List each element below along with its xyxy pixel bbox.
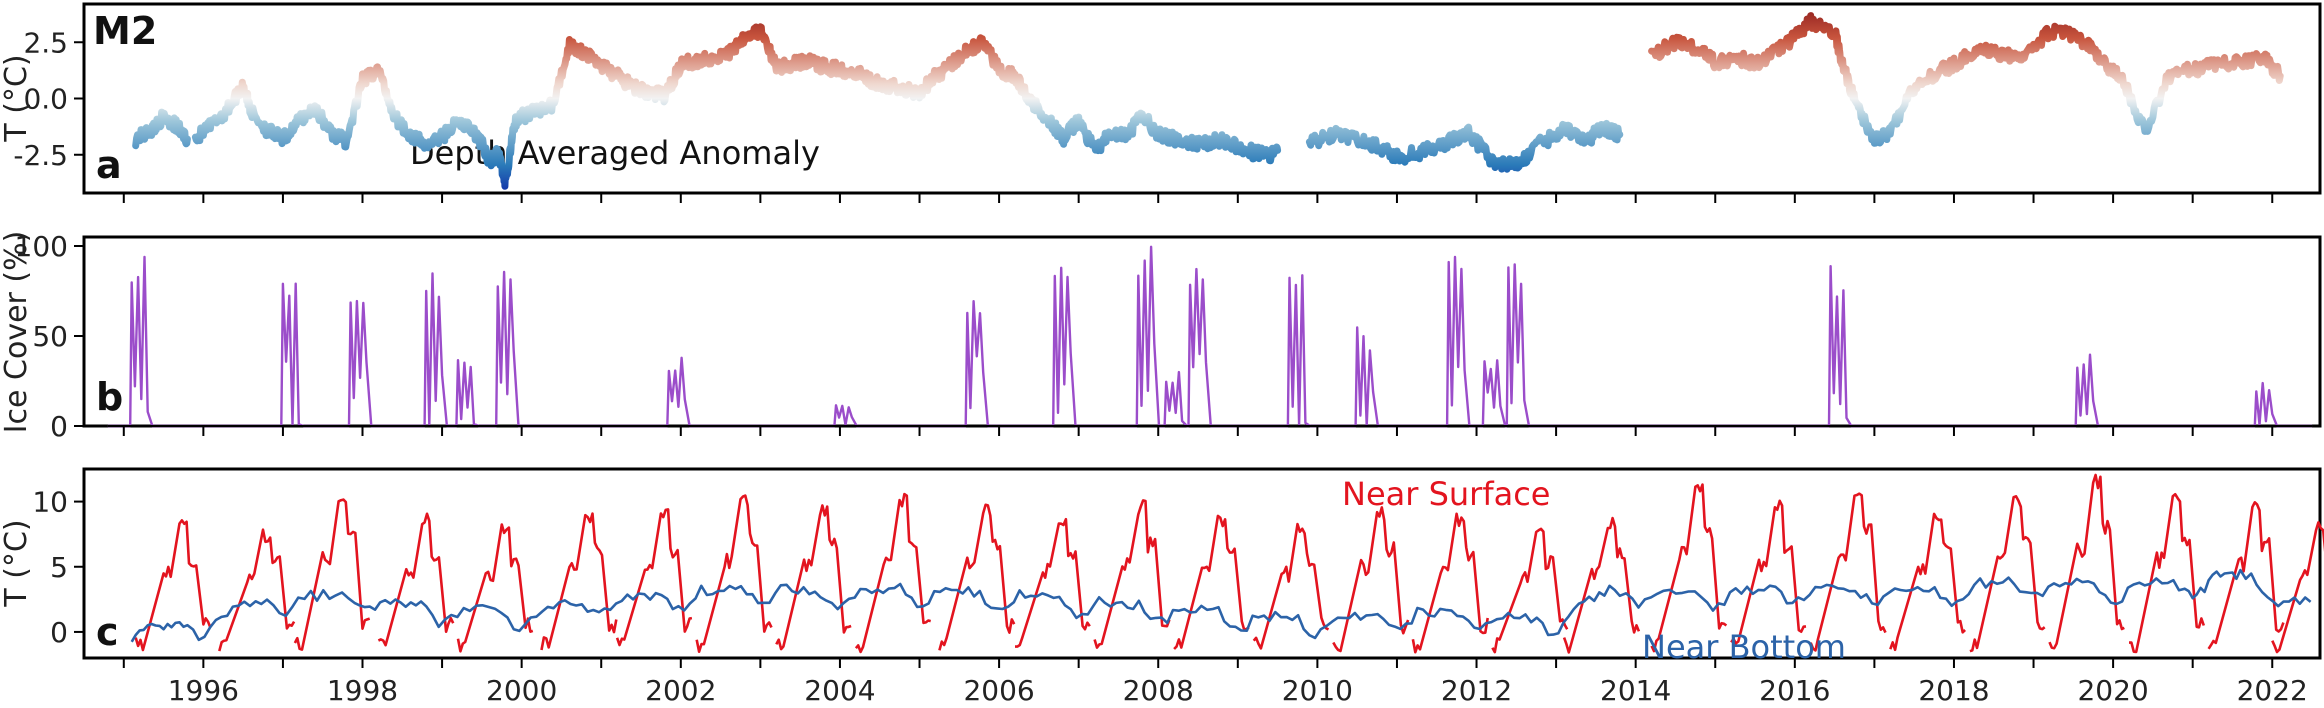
y-tick-label: 50 xyxy=(32,320,68,353)
panel-b-frame xyxy=(82,235,2322,428)
panel-a-y-ticks: 2.5 0.0 -2.5 xyxy=(13,26,84,172)
panel-b-letter: b xyxy=(96,375,123,419)
x-axis: 1996 1998 2000 2002 2004 2006 2008 2010 2012 2014… xyxy=(122,193,2308,707)
near-bottom-series xyxy=(130,568,2312,643)
near-surface-label: Near Surface xyxy=(1342,475,1550,513)
x-tick-label: 2008 xyxy=(1123,674,1194,707)
panel-c-series xyxy=(130,473,2324,654)
anomaly-segment-2 xyxy=(191,23,1282,190)
x-tick-label: 2020 xyxy=(2077,674,2148,707)
x-tick-label: 2010 xyxy=(1282,674,1353,707)
ice-cover-series xyxy=(107,245,2313,428)
anomaly-segment-1 xyxy=(132,108,191,150)
y-tick-label: 0 xyxy=(50,616,68,649)
panel-c-y-ticks: 10 5 0 xyxy=(32,486,84,649)
x-tick-label: 1998 xyxy=(327,674,398,707)
x-tick-label: 2006 xyxy=(963,674,1034,707)
panel-a: M2 a Depth Averaged Anomaly 2.5 0.0 -2.5 T… xyxy=(0,2,2322,195)
anomaly-segment-3 xyxy=(1305,119,1624,173)
x-tick-label: 2014 xyxy=(1600,674,1671,707)
y-tick-label: 10 xyxy=(32,486,68,519)
panel-b-y-ticks: 100 50 0 xyxy=(15,230,84,443)
x-tick-label: 2012 xyxy=(1441,674,1512,707)
panel-a-series xyxy=(132,12,2284,190)
x-tick-label: 2002 xyxy=(645,674,716,707)
x-tick-label: 2000 xyxy=(486,674,557,707)
panel-b-ylabel: Ice Cover (%) xyxy=(0,231,34,434)
x-tick-label: 1996 xyxy=(168,674,239,707)
panel-c: c 10 5 0 Near Surface Near Bottom T (°C) xyxy=(0,467,2324,666)
x-tick-label: 2016 xyxy=(1759,674,1830,707)
y-tick-label: 5 xyxy=(50,551,68,584)
panel-a-ylabel: T (°C) xyxy=(0,54,34,142)
near-bottom-label: Near Bottom xyxy=(1642,628,1846,666)
panel-b: b 100 50 0 Ice Cover (%) xyxy=(0,230,2322,443)
near-surface-series xyxy=(134,473,2324,654)
panel-c-ylabel: T (°C) xyxy=(0,519,34,607)
panel-a-letter: a xyxy=(96,143,122,187)
panel-a-annotation: Depth Averaged Anomaly xyxy=(410,134,820,172)
x-tick-label: 2004 xyxy=(804,674,875,707)
y-tick-label: -2.5 xyxy=(13,139,68,172)
y-tick-label: 100 xyxy=(15,230,68,263)
panel-c-letter: c xyxy=(96,610,119,654)
y-tick-label: 2.5 xyxy=(23,26,68,59)
y-tick-label: 0.0 xyxy=(23,83,68,116)
y-tick-label: 0 xyxy=(50,410,68,443)
panel-b-series xyxy=(107,245,2313,428)
mooring-label: M2 xyxy=(93,9,157,53)
panel-c-frame xyxy=(82,467,2322,660)
x-tick-label: 2018 xyxy=(1918,674,1989,707)
x-tick-label: 2022 xyxy=(2237,674,2308,707)
anomaly-segment-4 xyxy=(1648,12,2284,147)
